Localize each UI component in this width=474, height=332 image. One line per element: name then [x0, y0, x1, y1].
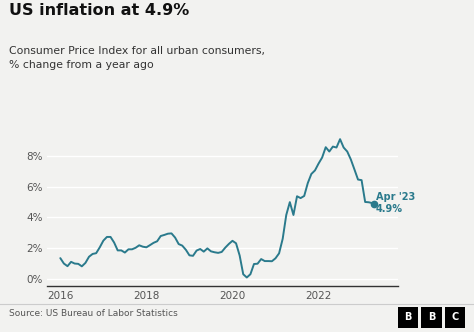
Text: Source: US Bureau of Labor Statistics: Source: US Bureau of Labor Statistics — [9, 309, 178, 318]
Text: C: C — [452, 312, 459, 322]
Text: Consumer Price Index for all urban consumers,
% change from a year ago: Consumer Price Index for all urban consu… — [9, 46, 265, 70]
Text: B: B — [428, 312, 435, 322]
Bar — [398, 307, 419, 327]
Text: B: B — [404, 312, 412, 322]
Bar — [445, 307, 465, 327]
Text: Apr '23
4.9%: Apr '23 4.9% — [376, 192, 415, 213]
Bar — [421, 307, 442, 327]
Text: US inflation at 4.9%: US inflation at 4.9% — [9, 3, 190, 18]
